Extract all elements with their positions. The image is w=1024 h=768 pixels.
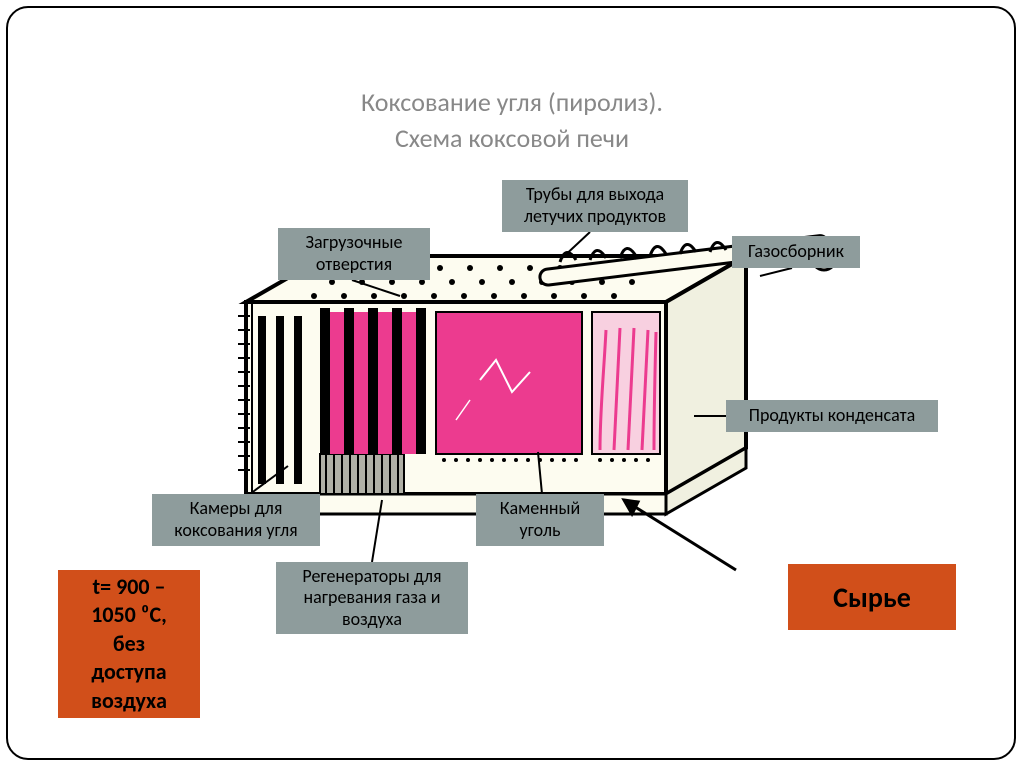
- chambers: [320, 308, 426, 454]
- door-slots: [258, 316, 302, 484]
- material-arrow: [624, 500, 736, 570]
- label-coal: Каменный уголь: [476, 494, 604, 546]
- label-gas-collector: Газосборник: [732, 236, 860, 268]
- regenerator-grill: [320, 454, 404, 494]
- hot-chamber: [436, 312, 582, 454]
- label-chambers: Камеры для коксования угля: [152, 494, 320, 546]
- material-box: Сырье: [788, 564, 956, 630]
- cond-l2: 1050 ⁰C,: [91, 601, 167, 628]
- cond-l4: доступа: [91, 658, 166, 685]
- cond-l5: воздуха: [91, 687, 167, 714]
- label-loading-holes: Загрузочные отверстия: [278, 228, 430, 280]
- label-regenerators: Регенераторы для нагревания газа и возду…: [276, 562, 468, 634]
- cond-l1: t= 900 –: [93, 573, 166, 600]
- cond-l3: без: [113, 630, 145, 657]
- label-condensate: Продукты конденсата: [726, 400, 938, 432]
- condition-box: t= 900 – 1050 ⁰C, без доступа воздуха: [58, 570, 200, 718]
- label-pipes: Трубы для выхода летучих продуктов: [502, 180, 688, 232]
